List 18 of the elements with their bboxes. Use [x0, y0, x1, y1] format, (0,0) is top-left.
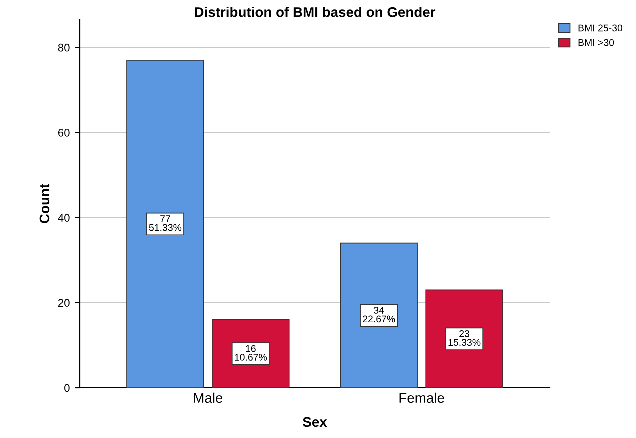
x-tick-label: Female	[400, 392, 444, 404]
y-tick-label: 20	[58, 299, 70, 308]
bar	[340, 242, 418, 388]
y-tick-label: 40	[58, 214, 70, 222]
y-axis-title: Count	[40, 184, 50, 224]
data-label: 23 15.33%	[448, 330, 481, 346]
bar	[126, 60, 204, 388]
x-axis-title: Sex	[303, 417, 328, 428]
legend-label: BMI 25-30	[578, 24, 623, 32]
x-tick-label: Male	[194, 392, 223, 404]
y-tick-label: 0	[64, 384, 70, 392]
legend-label: BMI >30	[578, 39, 614, 46]
data-label: 34 22.67%	[363, 307, 396, 323]
y-tick-label: 80	[58, 44, 70, 52]
chart-title: Distribution of BMI based on Gender	[195, 7, 436, 18]
data-label: 16 10.67%	[235, 345, 268, 361]
y-tick-label: 60	[58, 129, 70, 137]
data-label: 77 51.33%	[149, 216, 182, 232]
